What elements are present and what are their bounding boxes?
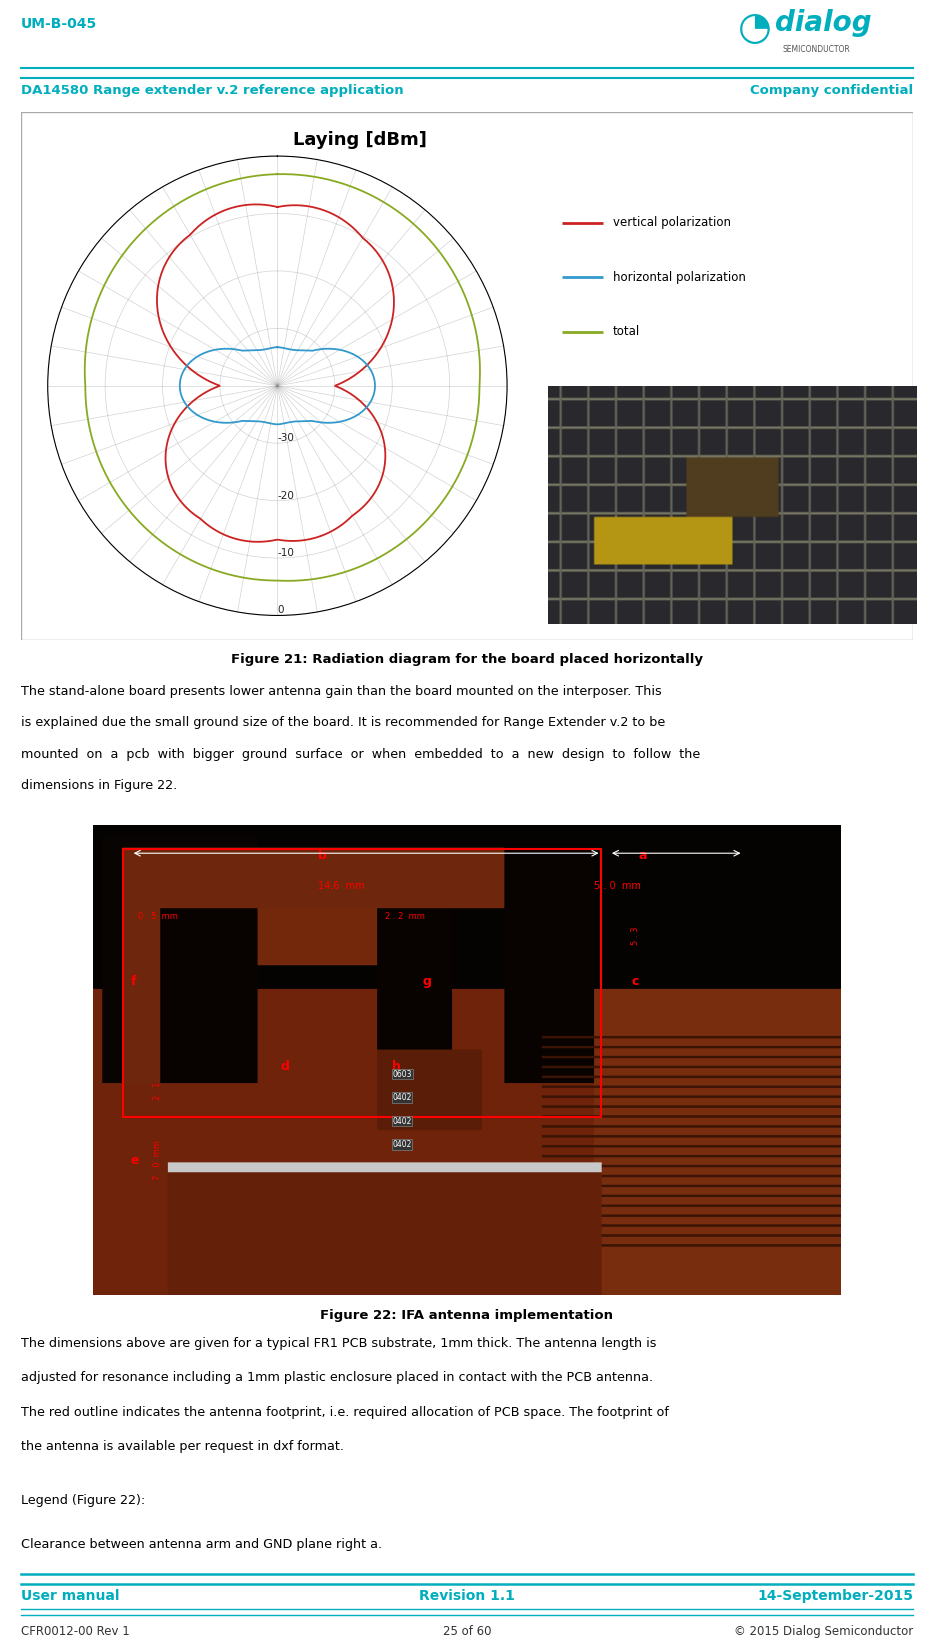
- Text: h: h: [392, 1061, 402, 1072]
- Text: is explained due the small ground size of the board. It is recommended for Range: is explained due the small ground size o…: [21, 716, 665, 729]
- Text: 0603: 0603: [392, 1069, 412, 1079]
- Text: UM-B-045: UM-B-045: [21, 18, 97, 31]
- Text: 7 . 0  mm: 7 . 0 mm: [153, 1140, 163, 1180]
- Text: dimensions in Figure 22.: dimensions in Figure 22.: [21, 779, 177, 792]
- Text: Revision 1.1: Revision 1.1: [419, 1589, 515, 1602]
- Text: f: f: [131, 975, 136, 988]
- Text: d: d: [280, 1061, 290, 1072]
- Text: 14-September-2015: 14-September-2015: [757, 1589, 913, 1602]
- Text: the antenna is available per request in dxf format.: the antenna is available per request in …: [21, 1440, 344, 1454]
- Text: vertical polarization: vertical polarization: [613, 216, 730, 229]
- Text: 2 . 2  mm: 2 . 2 mm: [385, 912, 425, 921]
- Text: 5 . 3: 5 . 3: [631, 926, 641, 944]
- Text: Figure 22: IFA antenna implementation: Figure 22: IFA antenna implementation: [320, 1308, 614, 1322]
- Text: The dimensions above are given for a typical FR1 PCB substrate, 1mm thick. The a: The dimensions above are given for a typ…: [21, 1336, 656, 1350]
- Text: The stand-alone board presents lower antenna gain than the board mounted on the : The stand-alone board presents lower ant…: [21, 685, 661, 698]
- Text: ◔: ◔: [738, 10, 771, 48]
- Text: a: a: [639, 848, 647, 861]
- Text: c: c: [631, 975, 639, 988]
- Text: 2 . 1: 2 . 1: [153, 1081, 163, 1101]
- Text: SEMICONDUCTOR: SEMICONDUCTOR: [783, 45, 851, 54]
- Text: The red outline indicates the antenna footprint, i.e. required allocation of PCB: The red outline indicates the antenna fo…: [21, 1406, 669, 1419]
- Text: 25 of 60: 25 of 60: [443, 1625, 491, 1638]
- Text: 0402: 0402: [392, 1117, 412, 1125]
- Text: Legend (Figure 22):: Legend (Figure 22):: [21, 1495, 145, 1506]
- Text: Laying [dBm]: Laying [dBm]: [293, 130, 427, 148]
- Text: 0 . 5  mm: 0 . 5 mm: [138, 912, 178, 921]
- Text: © 2015 Dialog Semiconductor: © 2015 Dialog Semiconductor: [734, 1625, 913, 1638]
- Text: 0402: 0402: [392, 1092, 412, 1102]
- Text: CFR0012-00 Rev 1: CFR0012-00 Rev 1: [21, 1625, 129, 1638]
- Text: User manual: User manual: [21, 1589, 119, 1602]
- Bar: [123, 848, 601, 1117]
- Text: total: total: [613, 325, 640, 338]
- Text: 5 . 0  mm: 5 . 0 mm: [594, 881, 641, 891]
- Text: horizontal polarization: horizontal polarization: [613, 271, 745, 284]
- Text: e: e: [131, 1155, 139, 1167]
- Text: g: g: [422, 975, 432, 988]
- Text: Company confidential: Company confidential: [750, 84, 913, 97]
- Text: b: b: [318, 848, 327, 861]
- Text: adjusted for resonance including a 1mm plastic enclosure placed in contact with : adjusted for resonance including a 1mm p…: [21, 1371, 653, 1384]
- Text: 14.6  mm: 14.6 mm: [318, 881, 364, 891]
- Text: mounted  on  a  pcb  with  bigger  ground  surface  or  when  embedded  to  a  n: mounted on a pcb with bigger ground surf…: [21, 747, 700, 761]
- Text: 0402: 0402: [392, 1140, 412, 1148]
- Text: Clearance between antenna arm and GND plane right a.: Clearance between antenna arm and GND pl…: [21, 1538, 382, 1551]
- Text: Figure 21: Radiation diagram for the board placed horizontally: Figure 21: Radiation diagram for the boa…: [231, 653, 703, 667]
- Text: dialog: dialog: [775, 10, 871, 38]
- Text: DA14580 Range extender v.2 reference application: DA14580 Range extender v.2 reference app…: [21, 84, 403, 97]
